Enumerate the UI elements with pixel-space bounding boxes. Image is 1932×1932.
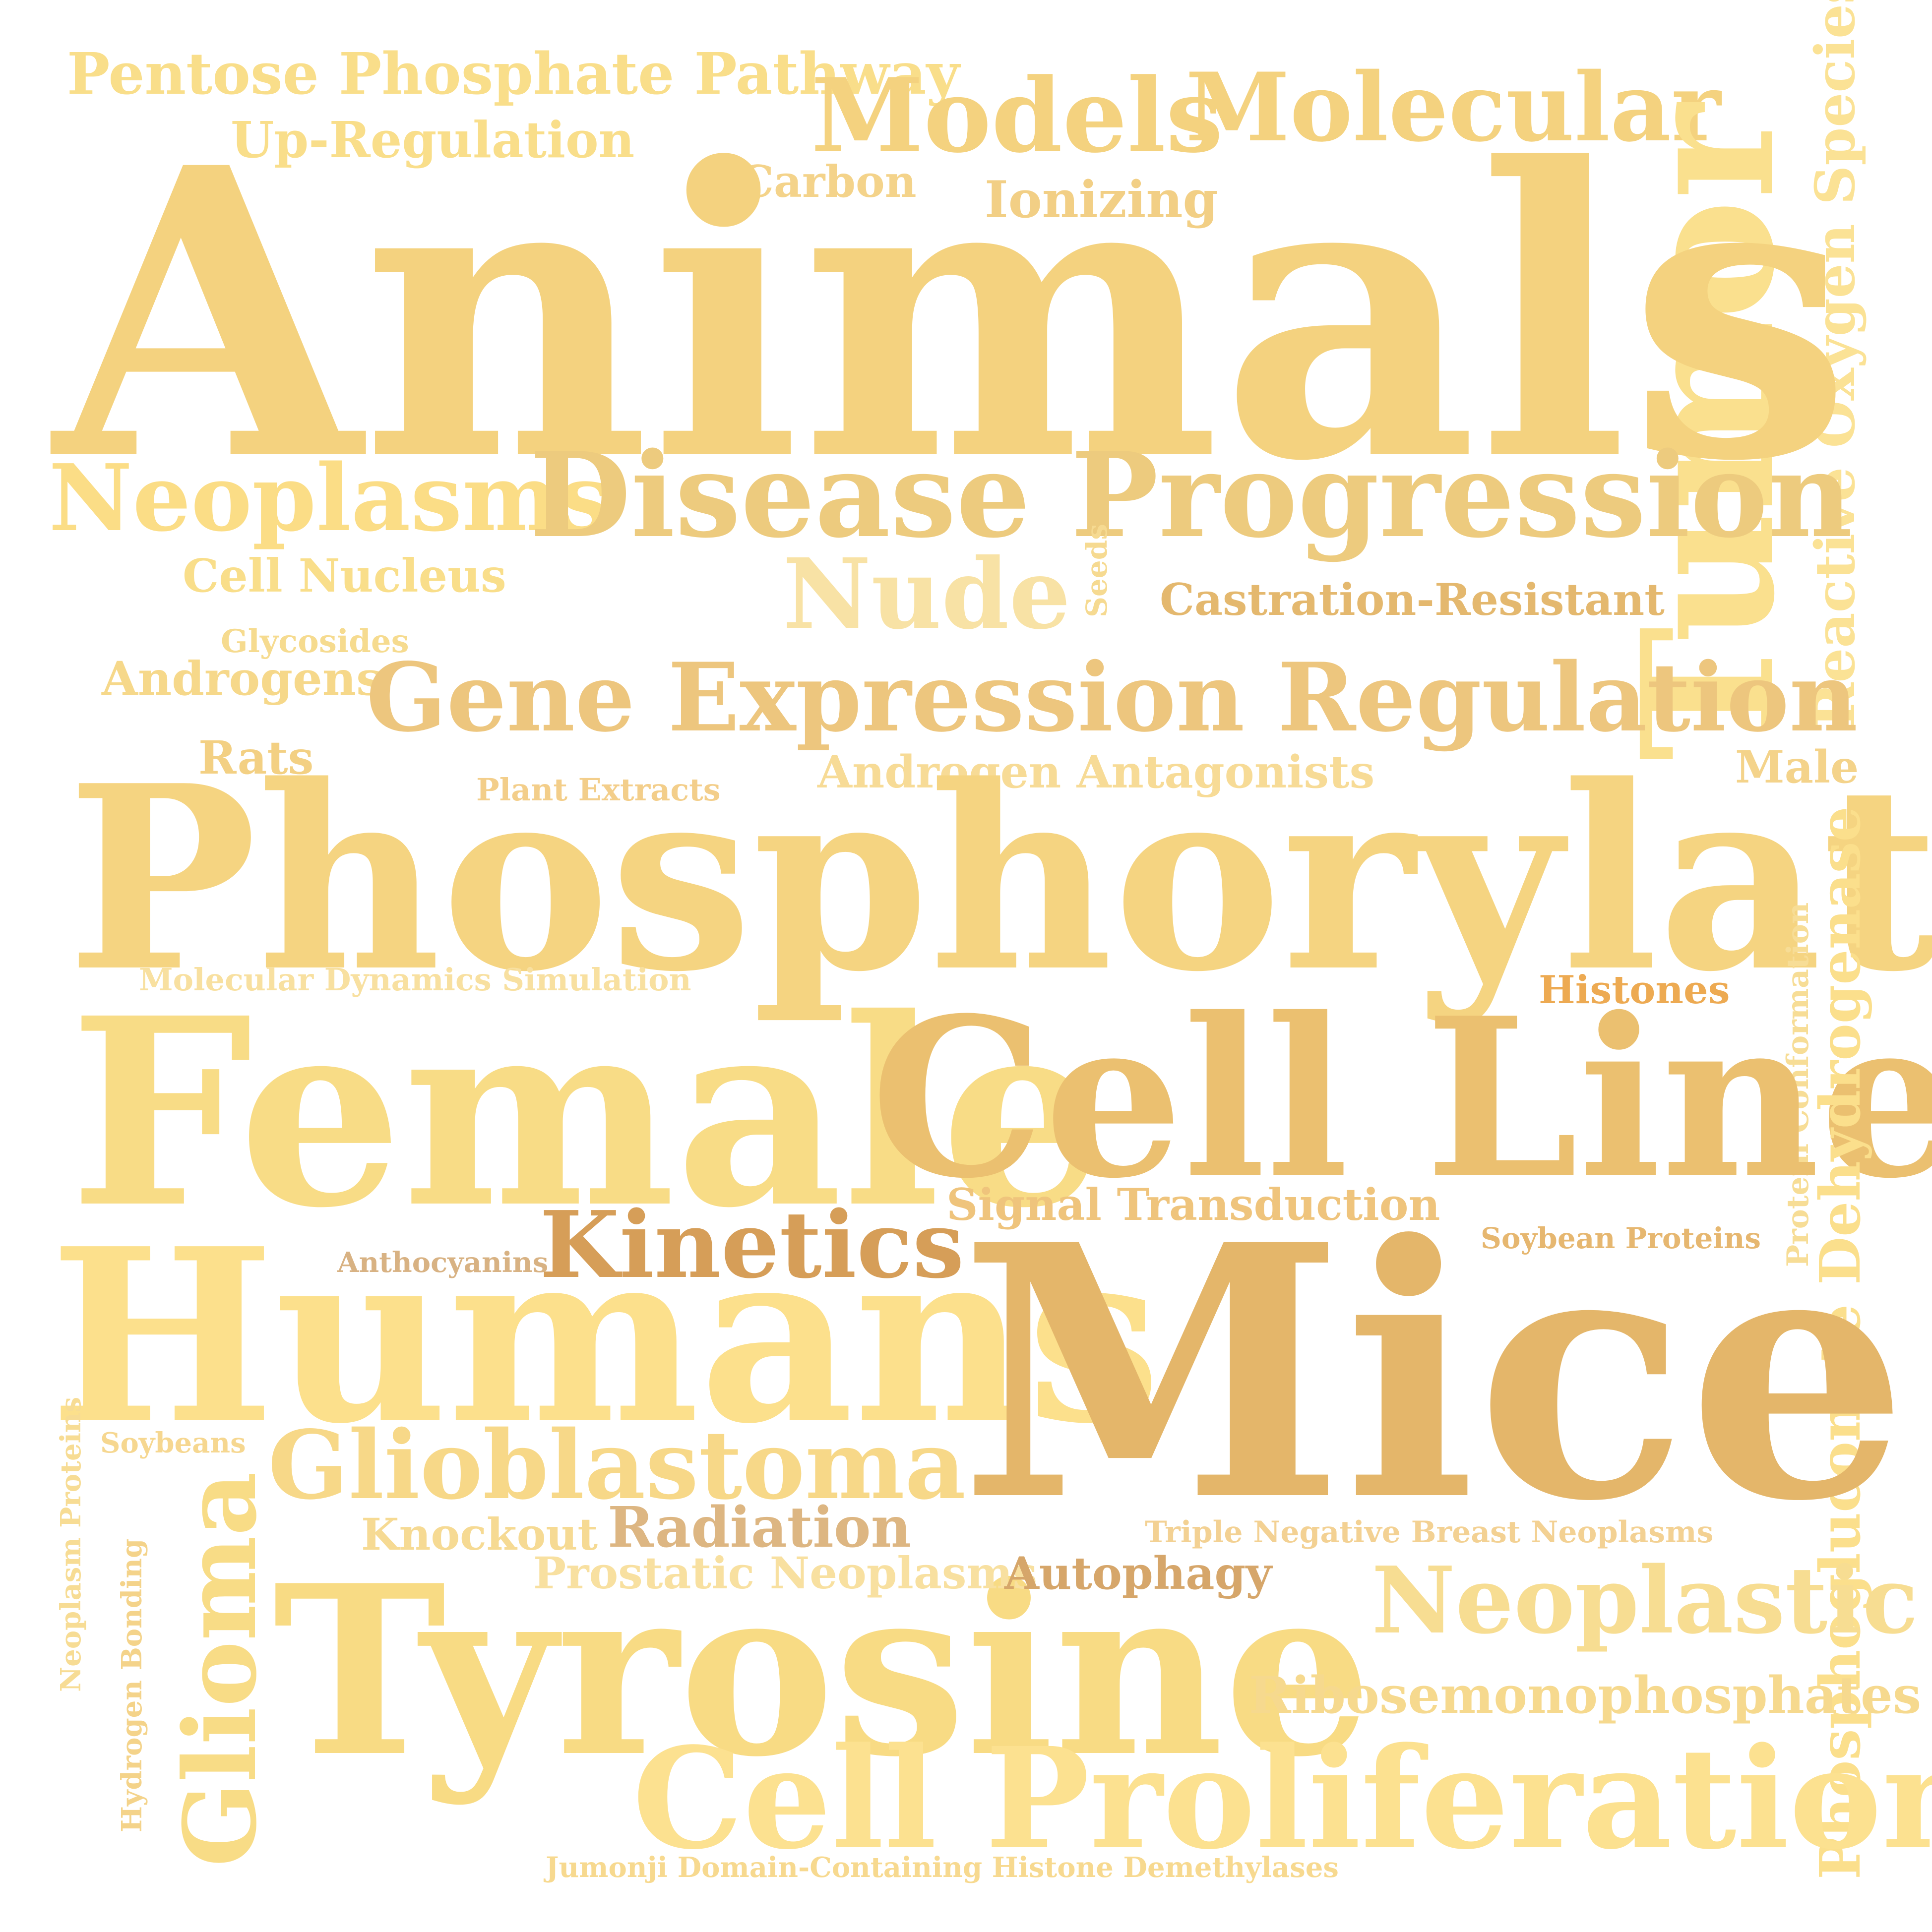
word-humans: Humans — [50, 1197, 1161, 1476]
word-mice: Mice — [960, 1170, 1909, 1577]
word-gene-expression-regulation: Gene Expression Regulation — [366, 642, 1858, 753]
word-neoplasm-proteins: Neoplasm Proteins — [55, 1396, 87, 1692]
word-glioma: Glioma — [162, 1471, 279, 1867]
word-plant-extracts: Plant Extracts — [476, 772, 721, 808]
word-rats: Rats — [198, 731, 314, 785]
word-prostatic-neoplasms: Prostatic Neoplasms — [533, 1547, 1038, 1599]
word-neoplastic: Neoplastic — [1371, 1546, 1919, 1654]
word-ionizing: Ionizing — [985, 170, 1218, 230]
word-anthocyanins: Anthocyanins — [337, 1246, 549, 1279]
word-molecular: Molecular — [1185, 52, 1721, 163]
word-glycosides: Glycosides — [221, 623, 409, 660]
word-knockout: Knockout — [361, 1509, 598, 1560]
word-cell-proliferation: Cell Proliferation — [632, 1717, 1932, 1880]
word-disease-progression: Disease Progression — [530, 427, 1853, 564]
word-androgens: Androgens — [102, 652, 383, 706]
word-soybeans: Soybeans — [100, 1427, 246, 1459]
word-up-regulation: Up-Regulation — [231, 111, 635, 169]
word-castration-resistant: Castration-Resistant — [1160, 574, 1665, 625]
word-androgen-antagonists: Androgen Antagonists — [817, 746, 1375, 798]
word-radiation: Radiation — [608, 1495, 912, 1560]
word-triple-negative-breast-neoplasms: Triple Negative Breast Neoplasms — [1145, 1515, 1714, 1550]
word-animals: Animals — [54, 82, 1852, 548]
word-seeds: Seeds — [1080, 524, 1114, 617]
word-signal-transduction: Signal Transduction — [946, 1179, 1440, 1230]
word-pentose-phosphate-pathway: Pentose Phosphate Pathway — [67, 41, 960, 108]
word-carbon: Carbon — [739, 156, 917, 207]
word-soybean-proteins: Soybean Proteins — [1481, 1221, 1761, 1255]
word-nude: Nude — [783, 537, 1071, 651]
word-cell-line: Cell Line — [871, 970, 1932, 1226]
word-models: Models — [811, 57, 1223, 176]
word-ribosemonophosphates: Ribosemonophosphates — [1249, 1666, 1922, 1725]
word-cell-nucleus: Cell Nucleus — [183, 549, 506, 603]
word-hydrogen-bonding: Hydrogen Bonding — [116, 1538, 148, 1832]
word-male: Male — [1735, 741, 1859, 793]
word-neoplasms: Neoplasms — [49, 444, 611, 552]
word-glioblastoma: Glioblastoma — [268, 1410, 966, 1520]
word-histones: Histones — [1539, 967, 1730, 1013]
word-jumonji-domain-containing-histone-demethylases: Jumonji Domain-Containing Histone Demeth… — [546, 1851, 1339, 1884]
word-kinetics: Kinetics — [540, 1191, 964, 1299]
word-tyrosine: Tyrosine — [273, 1534, 1372, 1808]
word-autophagy: Autophagy — [1004, 1547, 1272, 1600]
word-female: Female — [69, 962, 1105, 1265]
word-molecular-dynamics-simulation: Molecular Dynamics Simulation — [139, 962, 691, 998]
word-phosphorylation: Phosphorylation — [67, 730, 1932, 1027]
